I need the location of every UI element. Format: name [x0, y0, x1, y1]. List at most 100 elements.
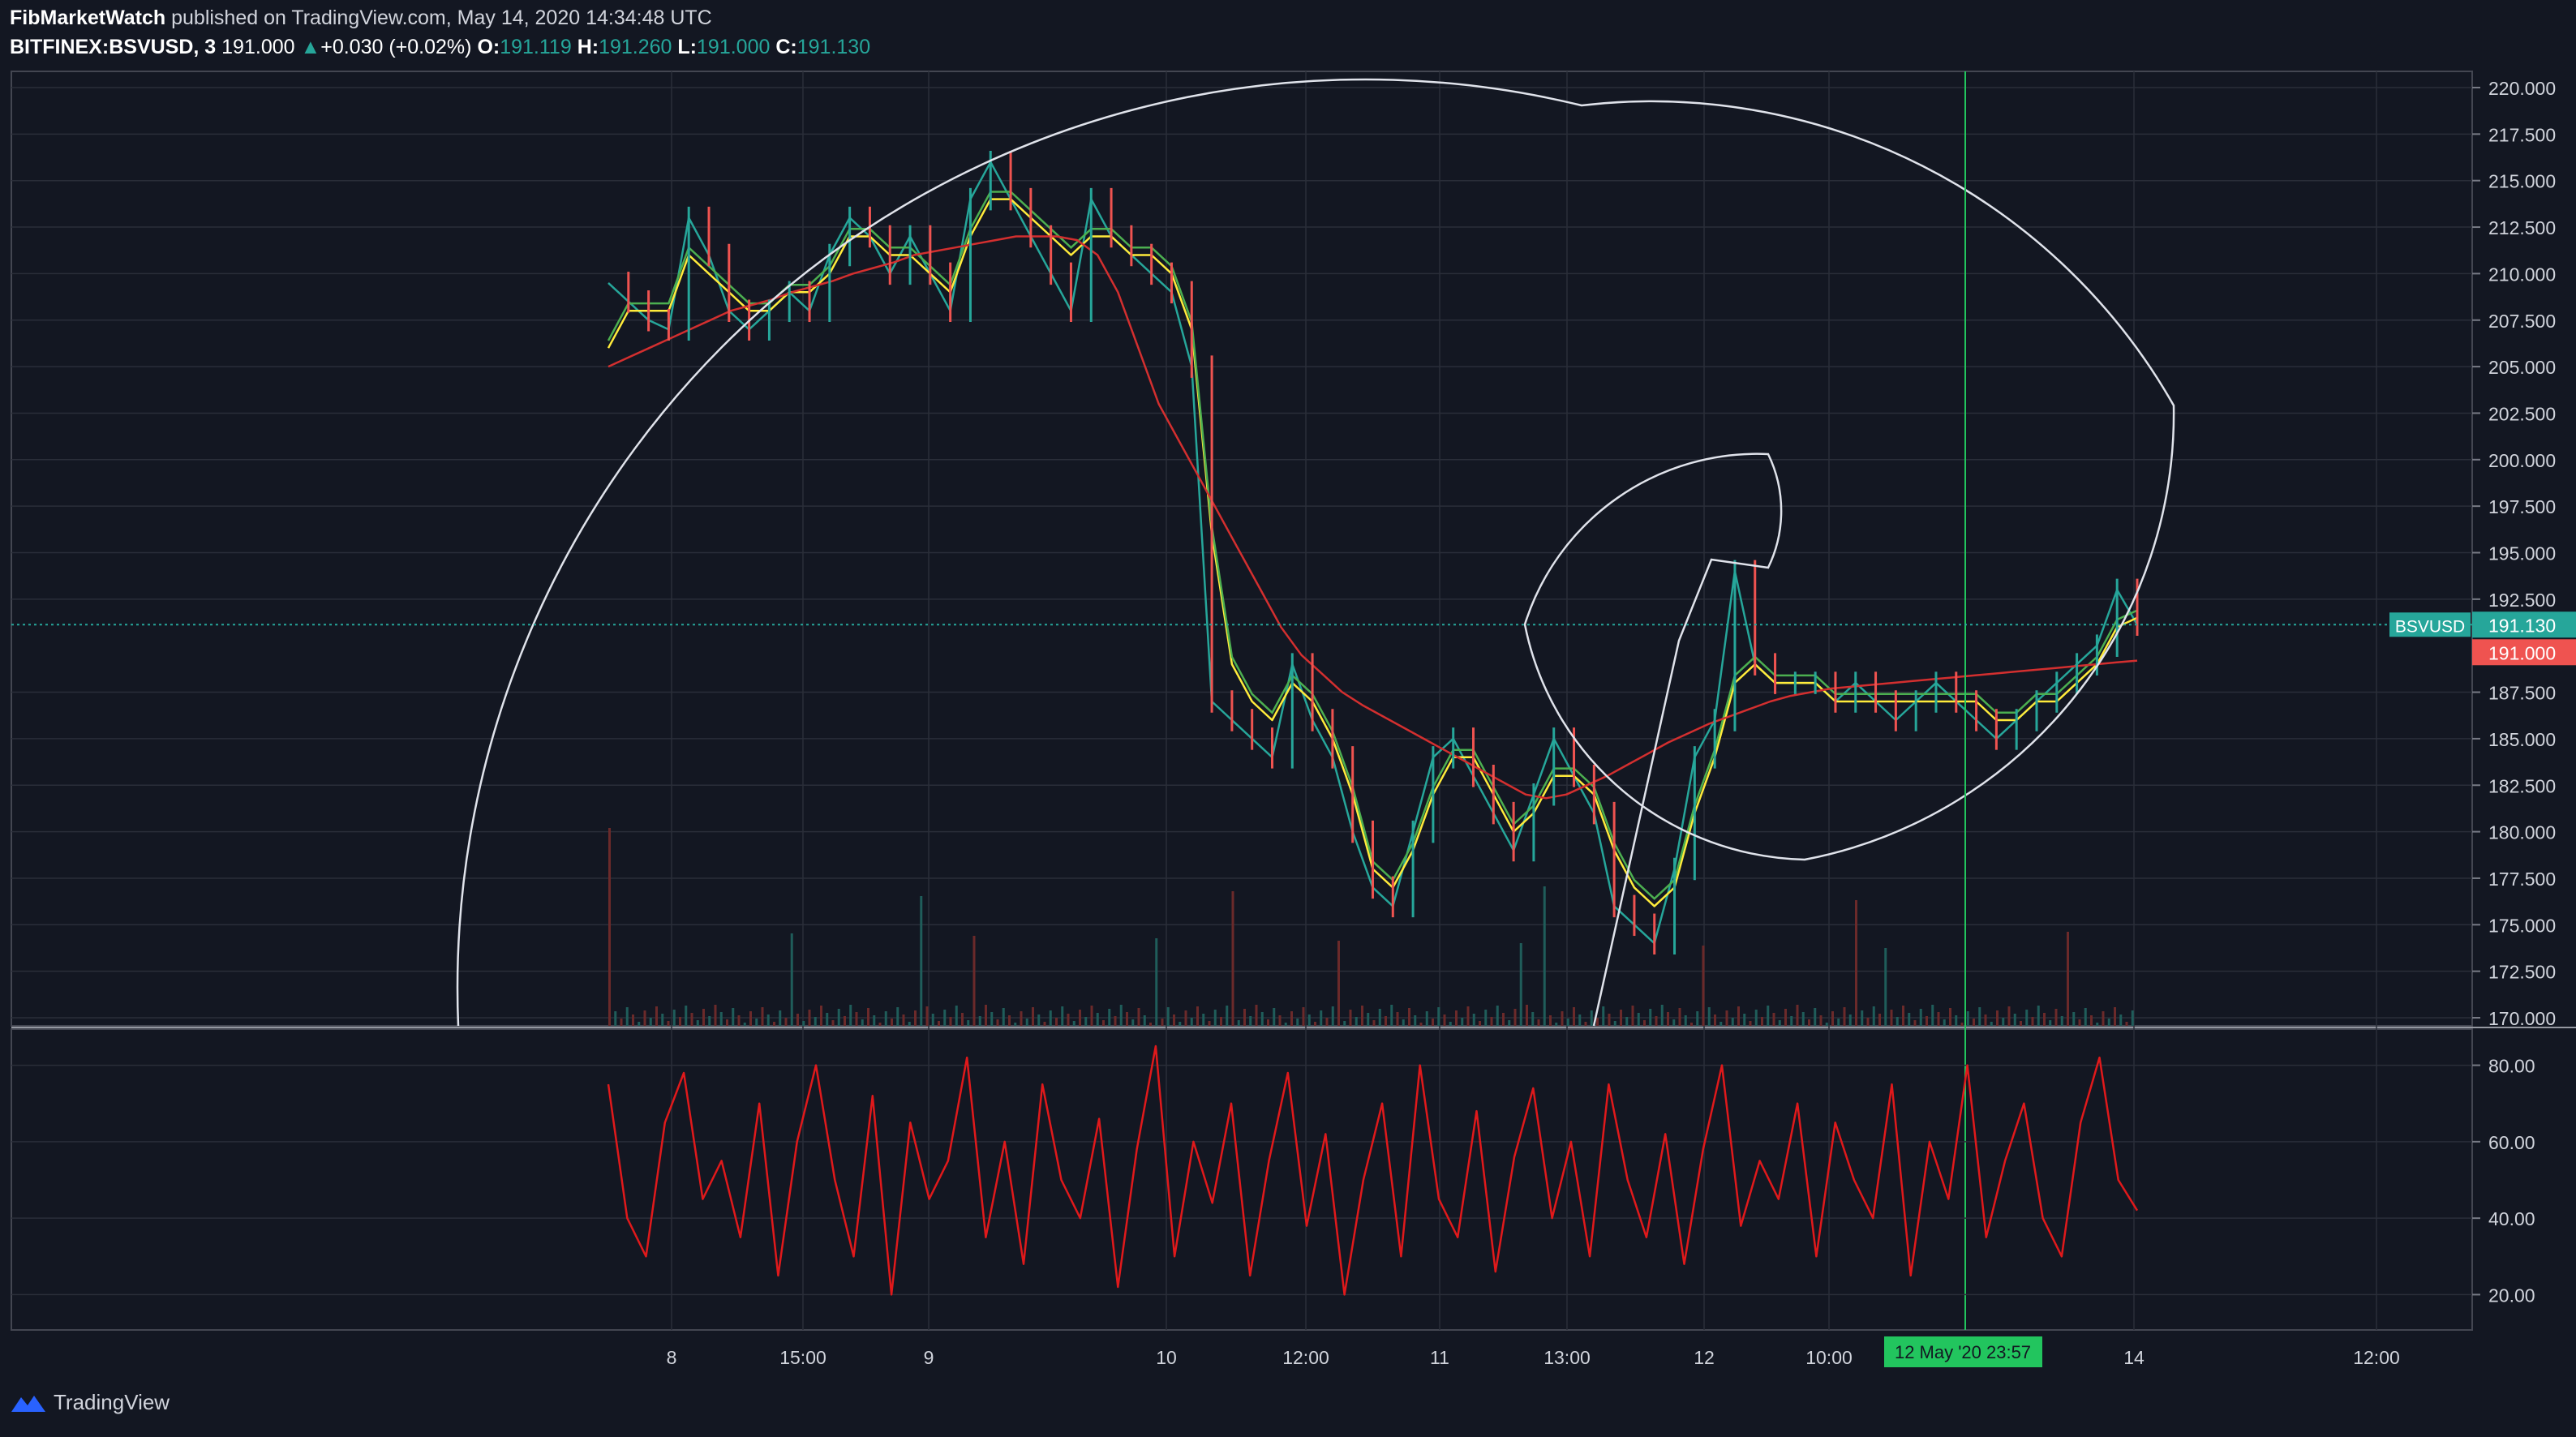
volume-bar	[1719, 1022, 1723, 1026]
time-tick-label: 12:00	[1282, 1347, 1329, 1368]
volume-bar	[1260, 1012, 1264, 1026]
volume-bar	[1025, 1019, 1028, 1026]
volume-bar	[1513, 1009, 1517, 1026]
volume-bar	[1378, 1009, 1381, 1026]
volume-bar	[867, 1008, 869, 1026]
volume-bar	[1660, 1005, 1664, 1026]
volume-bar	[1155, 938, 1158, 1026]
volume-bar	[1843, 1007, 1846, 1026]
price-tick-label: 215.000	[2488, 171, 2556, 192]
volume-bar	[1890, 1010, 1893, 1026]
author-name[interactable]: FibMarketWatch	[10, 6, 166, 29]
volume-bar	[672, 1010, 676, 1026]
volume-bar	[1767, 1006, 1770, 1026]
price-tick-label: 207.500	[2488, 311, 2556, 332]
volume-bar	[2054, 1009, 2058, 1026]
crosshair-time-label: 12 May '20 23:57	[1895, 1342, 2031, 1362]
time-tick-label: 9	[924, 1347, 934, 1368]
volume-bar	[1761, 1017, 1763, 1026]
volume-bar	[1284, 1023, 1287, 1026]
volume-bar	[1625, 1017, 1629, 1026]
volume-bar	[1490, 1017, 1493, 1026]
volume-bar	[1496, 1006, 1499, 1026]
volume-bar	[1149, 1023, 1152, 1026]
volume-bar	[967, 1020, 970, 1026]
volume-bar	[1079, 1010, 1081, 1026]
volume-bar	[702, 1009, 705, 1026]
volume-bar	[1202, 1014, 1205, 1026]
volume-bar	[1731, 1018, 1734, 1026]
volume-bar	[1896, 1017, 1899, 1026]
volume-bar	[1408, 1008, 1410, 1026]
volume-bar	[884, 1011, 887, 1026]
volume-bar	[1296, 1019, 1299, 1026]
volume-bar	[2031, 1017, 2034, 1026]
volume-bar	[690, 1013, 693, 1026]
current-price-box	[2472, 611, 2576, 638]
volume-bar	[1643, 1020, 1646, 1026]
volume-bar	[855, 1012, 858, 1026]
volume-bar	[1667, 1012, 1669, 1026]
volume-bar	[1537, 1019, 1540, 1026]
volume-bar	[1684, 1015, 1687, 1026]
volume-bar	[1114, 1016, 1117, 1026]
price-tick-label: 217.500	[2488, 124, 2556, 145]
volume-bar	[1949, 1008, 1951, 1026]
volume-bar	[1872, 1006, 1875, 1026]
symbol-label[interactable]: BITFINEX:BSVUSD, 3	[10, 36, 217, 58]
volume-bar	[1084, 1017, 1088, 1026]
volume-bar	[2002, 1018, 2005, 1026]
volume-bar	[2119, 1014, 2123, 1026]
volume-bar	[849, 1005, 852, 1026]
volume-bar	[1819, 1015, 1823, 1026]
high-label: H:	[577, 36, 599, 58]
volume-bar	[1049, 1010, 1052, 1026]
volume-bar	[1596, 1018, 1599, 1026]
volume-bar	[826, 1013, 829, 1026]
volume-bar	[708, 1016, 711, 1026]
volume-bar	[1072, 1021, 1075, 1026]
volume-bar	[985, 1005, 987, 1026]
volume-bar	[1278, 1015, 1282, 1026]
volume-bar	[891, 1019, 893, 1026]
volume-bar	[625, 1007, 629, 1026]
volume-bar	[608, 828, 611, 1026]
volume-bar	[1173, 1014, 1175, 1026]
volume-bar	[1801, 1012, 1805, 1026]
volume-bar	[1620, 1010, 1622, 1026]
volume-bar	[1531, 1012, 1535, 1026]
volume-bar	[779, 1010, 782, 1026]
time-tick-label: 15:00	[779, 1347, 826, 1368]
volume-bar	[1790, 1016, 1793, 1026]
volume-bar	[1067, 1014, 1070, 1026]
volume-bar	[2125, 1022, 2128, 1026]
volume-bar	[1714, 1014, 1716, 1026]
volume-bar	[2102, 1011, 2105, 1026]
volume-bar	[714, 1005, 717, 1026]
volume-bar	[755, 1019, 758, 1026]
volume-bar	[1267, 1019, 1269, 1026]
oscillator-tick-label: 40.00	[2488, 1208, 2535, 1229]
volume-bar	[1226, 1006, 1229, 1026]
chart-header: FibMarketWatch published on TradingView.…	[10, 3, 870, 62]
volume-bar	[1484, 1010, 1488, 1026]
volume-bar	[1866, 1018, 1870, 1026]
volume-bar	[1955, 1015, 1958, 1026]
volume-bar	[1508, 1020, 1511, 1026]
volume-bar	[1808, 1019, 1810, 1026]
price-tick-label: 172.500	[2488, 962, 2556, 983]
volume-bar	[2078, 1019, 2081, 1026]
volume-bar	[814, 1017, 817, 1026]
tradingview-footer[interactable]: TradingView	[10, 1390, 170, 1415]
volume-bar	[1061, 1006, 1064, 1026]
price-tick-label: 197.500	[2488, 496, 2556, 517]
volume-bar	[1926, 1016, 1928, 1026]
volume-bar	[1314, 1022, 1316, 1026]
volume-bar	[649, 1018, 652, 1026]
volume-bar	[1878, 1014, 1881, 1026]
price-tick-label: 187.500	[2488, 683, 2556, 704]
price-tick-label: 177.500	[2488, 869, 2556, 890]
volume-bar	[632, 1014, 634, 1026]
volume-bar	[1778, 1020, 1781, 1026]
price-chart[interactable]: 220.000 217.500 215.000 212.500 210.000 207.5…	[0, 0, 2576, 1379]
